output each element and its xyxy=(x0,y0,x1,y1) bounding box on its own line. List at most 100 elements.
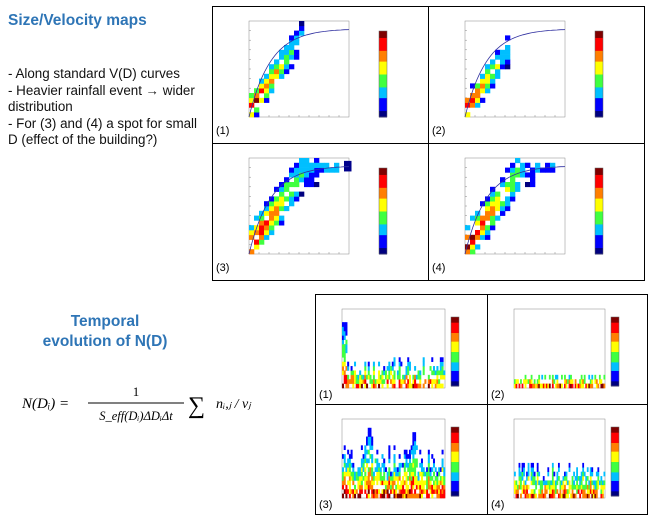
heatmap-cell xyxy=(500,59,506,65)
heatmap-cell xyxy=(480,225,486,231)
colorbar-cell xyxy=(611,437,619,440)
heatmap-cell xyxy=(284,177,290,183)
colorbar-cell xyxy=(451,370,459,373)
heatmap-cell xyxy=(410,489,413,494)
heatmap-cell xyxy=(441,493,444,499)
heatmap-cell xyxy=(383,493,386,499)
heatmap-cell xyxy=(539,489,542,494)
heatmap-cell xyxy=(470,239,476,245)
colorbar-cell xyxy=(595,50,603,53)
colorbar-cell xyxy=(595,204,603,208)
heatmap-cell xyxy=(279,182,285,188)
heatmap-cell xyxy=(573,484,575,490)
heatmap-cell xyxy=(378,489,381,494)
heatmap-cell xyxy=(378,383,381,389)
heatmap-cell xyxy=(412,436,415,442)
heatmap-cell xyxy=(343,326,346,332)
heatmap-cell xyxy=(259,234,265,240)
colorbar-cell xyxy=(611,320,619,323)
heatmap-cell xyxy=(515,158,521,164)
heatmap-cell xyxy=(485,83,491,89)
heatmap-cell xyxy=(350,476,353,481)
heatmap-cell xyxy=(408,489,411,494)
heatmap-cell xyxy=(601,480,604,486)
heatmap-cell xyxy=(429,467,432,472)
heatmap-cell xyxy=(379,480,382,486)
heatmap-cell xyxy=(551,476,554,481)
colorbar-cell xyxy=(379,232,387,236)
heatmap-cell xyxy=(532,489,535,494)
heatmap-cell xyxy=(359,493,362,499)
heatmap-cell xyxy=(264,206,270,212)
heatmap-cell xyxy=(545,162,551,168)
colorbar-cell xyxy=(611,367,619,370)
heatmap-cell xyxy=(595,493,598,499)
heatmap-cell xyxy=(417,374,420,380)
heatmap-cell xyxy=(429,489,432,494)
heatmap-cell xyxy=(412,480,415,486)
colorbar-cell xyxy=(379,178,387,182)
heatmap-cell xyxy=(583,471,586,477)
colorbar-cell xyxy=(451,341,459,344)
temporal-evolution-grid: (1) (2) (3) (4) xyxy=(315,294,648,515)
size-velocity-map-grid: (1) (2) (3) (4) xyxy=(212,6,645,281)
colorbar-cell xyxy=(611,492,619,495)
heatmap-cell xyxy=(586,476,589,481)
heatmap-cell xyxy=(345,374,348,380)
heatmap-cell xyxy=(391,374,394,380)
heatmap-cell xyxy=(525,162,531,168)
heatmap-cell xyxy=(518,484,521,490)
heatmap-cell xyxy=(431,454,434,459)
colorbar-cell xyxy=(595,69,603,73)
heatmap-cell xyxy=(595,471,598,477)
heatmap-cell xyxy=(396,476,399,481)
heatmap-cell xyxy=(520,172,526,178)
heatmap-cell xyxy=(576,471,578,477)
colorbar-cell xyxy=(611,361,619,365)
heatmap-cell xyxy=(475,97,481,103)
heatmap-cell xyxy=(412,484,415,490)
heatmap-cell xyxy=(533,493,536,499)
heatmap-cell xyxy=(475,83,481,89)
heatmap-cell xyxy=(405,493,408,499)
colorbar-cell xyxy=(611,348,619,351)
colorbar-cell xyxy=(611,370,619,373)
heatmap-cell xyxy=(550,162,556,168)
colorbar-cell xyxy=(595,238,603,242)
heatmap-cell xyxy=(570,493,572,499)
heatmap-cell xyxy=(408,458,411,464)
heatmap-cell xyxy=(530,374,533,380)
colorbar-cell xyxy=(611,440,619,444)
heatmap-cell xyxy=(249,234,255,240)
heatmap-cell xyxy=(371,480,374,486)
heatmap-cell xyxy=(352,480,355,486)
heatmap-cell xyxy=(390,379,393,384)
heatmap-cell xyxy=(289,40,295,46)
heatmap-cell xyxy=(529,379,531,384)
heatmap-cell xyxy=(542,480,545,486)
colorbar-cell xyxy=(379,185,387,188)
heatmap-cell xyxy=(443,489,446,494)
colorbar-cell xyxy=(451,428,459,431)
heatmap-cell xyxy=(480,97,486,103)
colorbar-cell xyxy=(611,435,619,438)
heatmap-cell xyxy=(567,493,569,499)
colorbar-cell xyxy=(611,442,619,445)
heatmap-cell xyxy=(567,379,569,384)
colorbar-cell xyxy=(595,223,603,227)
heatmap-cell xyxy=(495,49,501,55)
heatmap-cell xyxy=(541,374,544,380)
heatmap-cell xyxy=(367,458,370,464)
heatmap-cell xyxy=(431,383,434,389)
heatmap-cell xyxy=(376,476,379,481)
temporal-evolution-3: (3) xyxy=(316,405,488,514)
colorbar-cell xyxy=(451,471,459,475)
heatmap-cell xyxy=(284,206,290,212)
heatmap-cell xyxy=(485,88,491,94)
heatmap-cell xyxy=(289,196,295,202)
colorbar-cell xyxy=(611,349,619,352)
heatmap-cell xyxy=(568,484,571,490)
colorbar-cell xyxy=(611,332,619,335)
colorbar-cell xyxy=(379,238,387,242)
colorbar-cell xyxy=(379,41,387,45)
